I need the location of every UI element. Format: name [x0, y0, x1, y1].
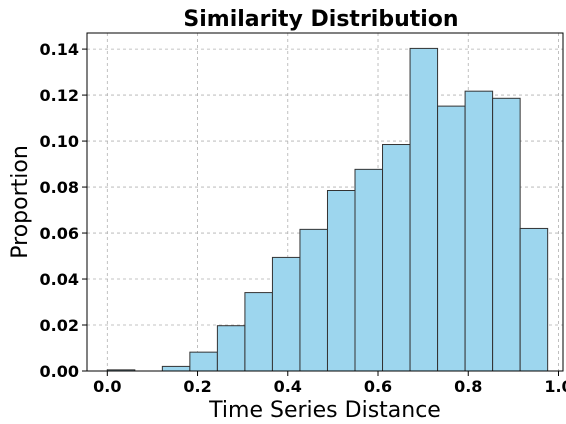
x-tick-label: 0.0 [93, 377, 121, 396]
histogram-bar [271, 256, 301, 372]
x-tick-label: 0.8 [454, 377, 482, 396]
histogram-bar [161, 365, 191, 372]
histogram-bar [437, 105, 466, 372]
histogram-bar [464, 90, 494, 372]
y-axis-label: Proportion [8, 145, 33, 259]
chart-title: Similarity Distribution [183, 7, 458, 32]
x-tick-label: 1.0 [544, 377, 566, 396]
y-tick-label: 0.08 [40, 178, 79, 197]
y-tick-label: 0.04 [40, 270, 79, 289]
y-tick-label: 0.02 [40, 316, 79, 335]
histogram-bar [189, 351, 218, 372]
x-tick-label: 0.6 [364, 377, 392, 396]
x-axis-label: Time Series Distance [208, 398, 441, 423]
x-axis-ticks: 0.0 0.2 0.4 0.6 0.8 1.0 [93, 371, 566, 396]
histogram-bar [519, 227, 549, 372]
x-tick-label: 0.4 [274, 377, 302, 396]
histogram-bar [244, 292, 273, 372]
histogram-bars [106, 47, 549, 372]
y-tick-label: 0.06 [40, 224, 79, 243]
histogram-bar [492, 97, 521, 372]
histogram-bar [299, 228, 328, 372]
histogram-bar [382, 144, 411, 372]
histogram-bar [354, 168, 384, 372]
y-tick-label: 0.10 [40, 132, 79, 151]
y-tick-label: 0.14 [40, 40, 79, 59]
plot-frame [86, 32, 564, 372]
histogram-bar [409, 47, 439, 372]
y-tick-label: 0.12 [40, 86, 79, 105]
histogram-bar [326, 190, 356, 372]
histogram-bar [216, 325, 246, 372]
y-tick-label: 0.00 [40, 362, 79, 381]
x-tick-label: 0.2 [183, 377, 211, 396]
y-axis-ticks: 0.00 0.02 0.04 0.06 0.08 0.10 0.12 0.14 [40, 40, 87, 381]
